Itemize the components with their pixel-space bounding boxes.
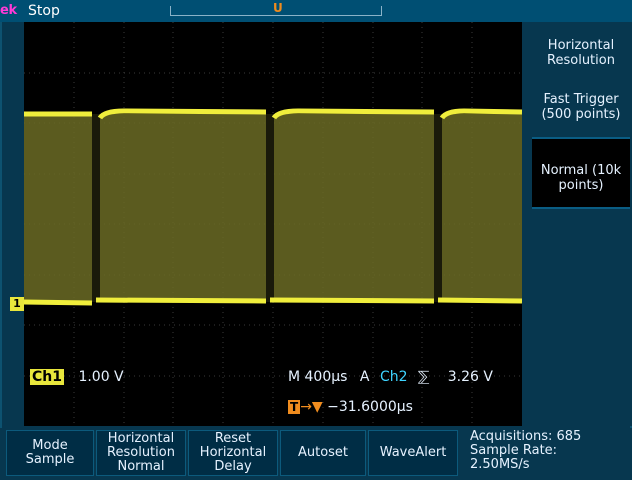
graticule (24, 22, 522, 426)
waveform-display: Ch1 1.00 V M 400µs A Ch2 ⅀ 3.26 V T →▼ −3… (24, 22, 522, 426)
button-line: Horizontal (107, 431, 175, 446)
timebase-readout: M 400µs A Ch2 ⅀ 3.26 V (288, 369, 493, 385)
sample-rate-value: 2.50MS/s (470, 457, 530, 472)
button-line: Normal (117, 459, 165, 474)
run-status: Stop (28, 3, 60, 19)
fast-trigger-option[interactable]: Fast Trigger (500 points) (541, 92, 621, 122)
timebase-value: M 400µs (288, 369, 348, 385)
record-view-marker: U (273, 1, 283, 15)
trigger-mode-letter: A (359, 369, 370, 385)
trigger-source: Ch2 (379, 369, 408, 385)
button-line: Autoset (297, 445, 349, 460)
autoset-button[interactable]: Autoset (280, 430, 366, 476)
brand-logo: ek (0, 3, 17, 18)
normal-resolution-option[interactable]: Normal (10k points) (532, 137, 630, 209)
bottom-menu: Mode Sample Horizontal Resolution Normal… (0, 428, 632, 480)
button-line: Resolution (107, 445, 175, 460)
horizontal-resolution-button[interactable]: Horizontal Resolution Normal (96, 430, 186, 476)
mode-sample-button[interactable]: Mode Sample (6, 430, 94, 476)
trigger-offset-value: −31.6000µs (327, 399, 413, 415)
acquisitions-count: Acquisitions: 685 (470, 429, 582, 444)
button-line: WaveAlert (379, 445, 447, 460)
button-line: Reset (214, 431, 252, 446)
wavealert-button[interactable]: WaveAlert (368, 430, 458, 476)
ch1-ground-marker[interactable]: 1 (10, 297, 24, 311)
trigger-offset-readout: T →▼ −31.6000µs (288, 399, 413, 415)
reset-horizontal-delay-button[interactable]: Reset Horizontal Delay (188, 430, 278, 476)
button-line: Delay (214, 459, 252, 474)
ch1-scale-readout: Ch1 1.00 V (30, 369, 124, 385)
trigger-level: 3.26 V (447, 369, 493, 385)
button-line: Mode (32, 438, 68, 453)
record-length-bar (170, 6, 382, 16)
trigger-slope-icon: ⅀ (417, 369, 430, 385)
ch1-waveform (24, 108, 522, 306)
top-status-bar: ek Stop U (0, 0, 632, 22)
side-menu-title: Horizontal Resolution (547, 38, 615, 68)
trigger-offset-icon: T (288, 400, 301, 414)
button-line: Horizontal (199, 445, 267, 460)
acquisition-info: Acquisitions: 685 Sample Rate: 2.50MS/s (470, 430, 581, 472)
button-line: Sample (25, 452, 75, 467)
ch1-scale: 1.00 V (78, 369, 124, 385)
ch1-label: Ch1 (30, 369, 64, 385)
sample-rate-label: Sample Rate: (470, 443, 558, 458)
side-menu: Horizontal Resolution Fast Trigger (500 … (528, 22, 632, 426)
